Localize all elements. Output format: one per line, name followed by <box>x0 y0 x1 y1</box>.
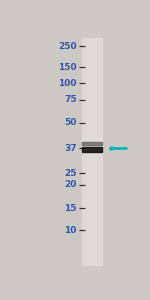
Text: 15: 15 <box>64 204 77 213</box>
Text: 25: 25 <box>64 169 77 178</box>
Text: 150: 150 <box>58 63 77 72</box>
Bar <box>82 147 102 152</box>
Text: 10: 10 <box>64 226 77 235</box>
Bar <box>82 142 102 145</box>
Text: 37: 37 <box>64 143 77 152</box>
Text: 75: 75 <box>64 95 77 104</box>
Text: 50: 50 <box>64 118 77 127</box>
Bar <box>82 38 102 265</box>
Text: 20: 20 <box>64 181 77 190</box>
Text: 100: 100 <box>58 79 77 88</box>
Text: 250: 250 <box>58 42 77 51</box>
